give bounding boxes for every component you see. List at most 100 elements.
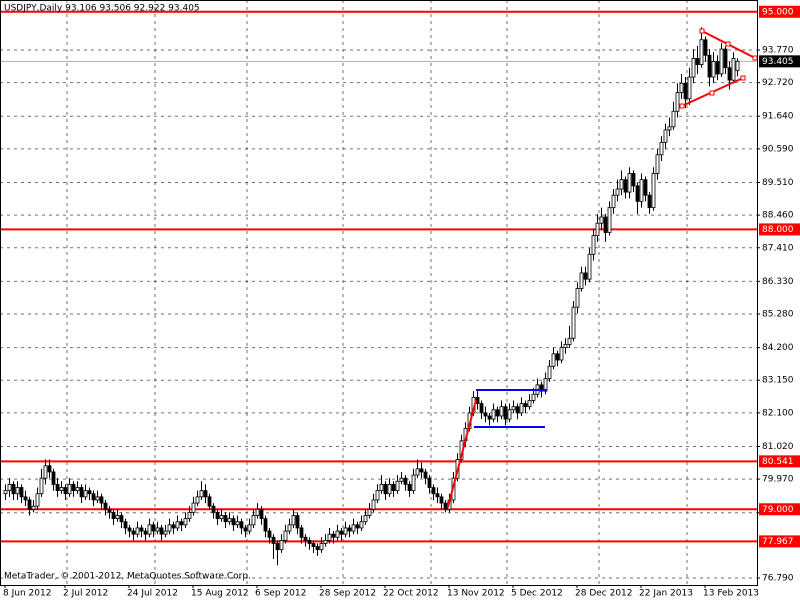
candle-body — [155, 527, 160, 532]
y-tick-label: 83.150 — [762, 376, 794, 386]
candle-body — [483, 412, 488, 417]
candle-body — [71, 484, 76, 492]
candle-body — [735, 60, 740, 72]
anchor — [740, 75, 746, 81]
candle-body — [315, 546, 320, 551]
level-label-box — [759, 223, 800, 236]
candle-body — [407, 484, 412, 492]
candle-body — [31, 505, 36, 510]
grid — [0, 49, 757, 579]
candle-body — [295, 515, 300, 529]
candle-body — [35, 493, 40, 507]
levels — [0, 10, 757, 543]
level-label-box — [759, 5, 800, 18]
candle-body — [135, 527, 140, 535]
x-tick-label: 8 Jun 2012 — [3, 589, 51, 599]
candle-body — [271, 536, 276, 544]
candle-body — [339, 530, 344, 535]
candle-body — [335, 530, 340, 538]
candle-body — [611, 194, 616, 209]
candle-body — [603, 216, 608, 233]
candle-body — [599, 216, 604, 224]
candle-body — [575, 288, 580, 308]
candle-body — [387, 484, 392, 495]
y-tick-label: 88.460 — [762, 211, 794, 221]
last-price-box — [759, 55, 800, 68]
candle-body — [415, 468, 420, 476]
y-tick-label: 79.970 — [762, 475, 794, 485]
candle-body — [595, 222, 600, 237]
candle-body — [279, 539, 284, 551]
candle-body — [427, 477, 432, 488]
candle-body — [375, 490, 380, 501]
candle-body — [731, 57, 736, 81]
candle-body — [343, 527, 348, 535]
candle-body — [551, 353, 556, 367]
candle-body — [199, 490, 204, 498]
candle-body — [51, 471, 56, 485]
candle-body — [251, 515, 256, 526]
candle-body — [383, 484, 388, 495]
candle-body — [539, 384, 544, 392]
candle-body — [379, 484, 384, 492]
candle-body — [247, 524, 252, 532]
candle-body — [267, 530, 272, 538]
candle-body — [435, 493, 440, 498]
candle-body — [287, 524, 292, 532]
candle-body — [607, 207, 612, 233]
candle-body — [183, 518, 188, 526]
candle-body — [327, 533, 332, 541]
anchor — [699, 28, 705, 34]
candle-body — [727, 67, 732, 81]
x-tick-label: 2 Jul 2012 — [63, 589, 108, 599]
candle-body — [579, 272, 584, 289]
candle-body — [303, 536, 308, 541]
candle-body — [119, 515, 124, 523]
candle-body — [23, 496, 28, 501]
anchor — [679, 103, 685, 109]
candle-body — [103, 502, 108, 510]
candle-body — [627, 173, 632, 193]
candle-body — [27, 499, 32, 510]
y-tick-label: 86.330 — [762, 277, 794, 287]
level-label: 95.000 — [762, 7, 794, 17]
candle-body — [711, 61, 716, 78]
candle-body — [307, 539, 312, 544]
candle-body — [583, 272, 588, 280]
candle-body — [695, 57, 700, 66]
candle-body — [659, 141, 664, 156]
candle-body — [679, 82, 684, 94]
candle-body — [43, 465, 48, 479]
candle-body — [67, 484, 72, 495]
candle-body — [503, 406, 508, 420]
candle-body — [99, 496, 104, 504]
candle-body — [159, 527, 164, 535]
candle-body — [359, 521, 364, 529]
candle-body — [719, 48, 724, 75]
candle-body — [351, 524, 356, 532]
candle-body — [423, 471, 428, 479]
candle-body — [691, 57, 696, 78]
y-tick-label: 76.790 — [762, 574, 794, 584]
candle-body — [115, 515, 120, 520]
candle-body — [95, 496, 100, 501]
candle-body — [347, 527, 352, 532]
drawings — [447, 28, 758, 508]
candle-body — [299, 527, 304, 538]
candle-body — [523, 403, 528, 408]
candle-body — [143, 530, 148, 535]
candle-body — [615, 188, 620, 196]
candle-body — [651, 173, 656, 209]
y-tick-label: 93.770 — [762, 46, 794, 56]
candle-body — [55, 484, 60, 492]
candle-body — [15, 487, 20, 495]
candle-body — [431, 487, 436, 495]
candle-body — [239, 521, 244, 529]
candle-body — [275, 543, 280, 551]
candle-body — [443, 502, 448, 510]
candle-body — [371, 499, 376, 510]
candle-body — [363, 515, 368, 523]
level-label: 80.541 — [762, 457, 794, 467]
level-label: 77.967 — [762, 537, 794, 547]
candle-body — [235, 521, 240, 526]
